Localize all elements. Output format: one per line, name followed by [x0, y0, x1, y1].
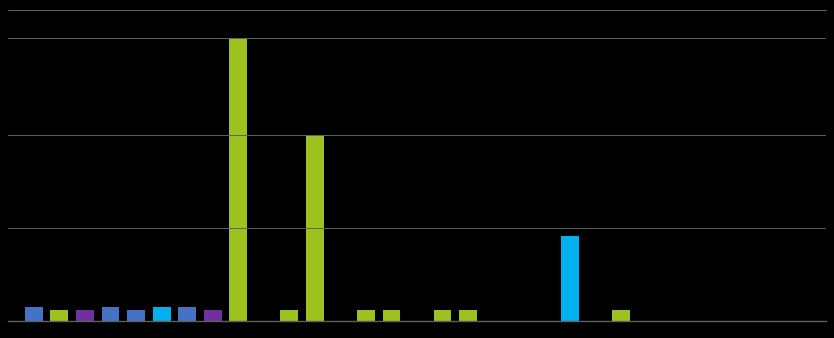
Bar	[561, 236, 579, 321]
Bar	[51, 310, 68, 321]
Bar	[229, 39, 247, 321]
Bar	[612, 310, 631, 321]
Bar	[153, 307, 170, 321]
Bar	[383, 310, 400, 321]
Bar	[434, 310, 451, 321]
Bar	[203, 310, 222, 321]
Bar	[460, 310, 477, 321]
Bar	[280, 310, 299, 321]
Bar	[178, 307, 196, 321]
Bar	[102, 307, 119, 321]
Bar	[127, 310, 145, 321]
Bar	[357, 310, 374, 321]
Bar	[76, 310, 94, 321]
Bar	[25, 307, 43, 321]
Bar	[306, 135, 324, 321]
